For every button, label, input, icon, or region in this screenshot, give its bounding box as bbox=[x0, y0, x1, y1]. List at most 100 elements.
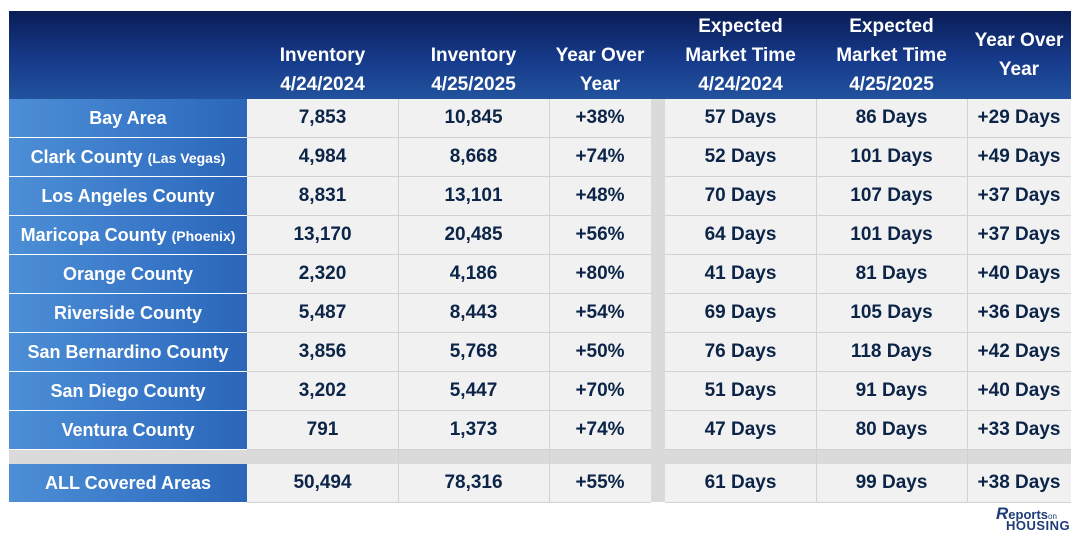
table-row: San Diego County 3,202 5,447 +70% 51 Days 91 … bbox=[9, 372, 1071, 411]
column-divider bbox=[816, 99, 817, 502]
header-market-time-yoy: Year Over Year bbox=[974, 30, 1064, 80]
cell-market-time-2025: 99 Days bbox=[816, 464, 967, 503]
header-inventory-2024: Inventory 4/24/2024 bbox=[279, 45, 366, 95]
cell-market-time-yoy: +49 Days bbox=[967, 138, 1071, 177]
table-row: Clark County (Las Vegas) 4,984 8,668 +74% 52… bbox=[9, 138, 1071, 177]
area-name-text: Los Angeles County bbox=[41, 186, 215, 206]
cell-market-time-yoy: +37 Days bbox=[967, 216, 1071, 255]
area-name-text: Ventura County bbox=[61, 420, 195, 440]
area-name: ALL Covered Areas bbox=[9, 464, 247, 503]
cell-inventory-yoy: +74% bbox=[549, 411, 651, 450]
group-separator bbox=[651, 99, 665, 502]
cell-inventory-2024: 4,984 bbox=[247, 138, 398, 177]
cell-inventory-2024: 7,853 bbox=[247, 99, 398, 138]
cell-inventory-yoy: +74% bbox=[549, 138, 651, 177]
column-divider bbox=[967, 99, 968, 502]
area-name-text: San Bernardino County bbox=[27, 342, 229, 362]
cell-inventory-2025: 20,485 bbox=[398, 216, 549, 255]
cell-market-time-2024: 64 Days bbox=[665, 216, 816, 255]
cell-inventory-2024: 5,487 bbox=[247, 294, 398, 333]
column-divider bbox=[549, 99, 550, 502]
table-row: Orange County 2,320 4,186 +80% 41 Days 81 Day… bbox=[9, 255, 1071, 294]
area-name: Maricopa County (Phoenix) bbox=[9, 216, 247, 255]
header-market-time-2025: Expected Market Time 4/25/2025 bbox=[836, 16, 947, 95]
cell-inventory-2025: 10,845 bbox=[398, 99, 549, 138]
cell-market-time-2024: 61 Days bbox=[665, 464, 816, 503]
area-name: Bay Area bbox=[9, 99, 247, 138]
cell-market-time-2024: 51 Days bbox=[665, 372, 816, 411]
cell-inventory-2024: 13,170 bbox=[247, 216, 398, 255]
area-name-text: Maricopa County bbox=[20, 225, 172, 245]
logo-on: on bbox=[1048, 512, 1057, 521]
column-divider bbox=[398, 99, 399, 502]
logo-line-2: HOUSING bbox=[1006, 518, 1071, 533]
cell-market-time-yoy: +29 Days bbox=[967, 99, 1071, 138]
area-name: San Bernardino County bbox=[9, 333, 247, 372]
area-name: San Diego County bbox=[9, 372, 247, 411]
cell-market-time-yoy: +37 Days bbox=[967, 177, 1071, 216]
cell-inventory-2024: 2,320 bbox=[247, 255, 398, 294]
cell-inventory-2025: 4,186 bbox=[398, 255, 549, 294]
cell-market-time-yoy: +33 Days bbox=[967, 411, 1071, 450]
area-name-sub: (Las Vegas) bbox=[147, 150, 226, 166]
cell-inventory-yoy: +54% bbox=[549, 294, 651, 333]
cell-inventory-2025: 8,443 bbox=[398, 294, 549, 333]
area-name: Los Angeles County bbox=[9, 177, 247, 216]
cell-market-time-2024: 52 Days bbox=[665, 138, 816, 177]
cell-market-time-2024: 41 Days bbox=[665, 255, 816, 294]
cell-inventory-yoy: +48% bbox=[549, 177, 651, 216]
cell-market-time-2025: 105 Days bbox=[816, 294, 967, 333]
cell-market-time-2024: 70 Days bbox=[665, 177, 816, 216]
cell-inventory-2024: 8,831 bbox=[247, 177, 398, 216]
header-inventory-yoy: Year Over Year bbox=[555, 45, 645, 95]
area-name: Ventura County bbox=[9, 411, 247, 450]
cell-market-time-2025: 118 Days bbox=[816, 333, 967, 372]
cell-inventory-2025: 78,316 bbox=[398, 464, 549, 503]
cell-inventory-2024: 3,202 bbox=[247, 372, 398, 411]
cell-inventory-yoy: +56% bbox=[549, 216, 651, 255]
cell-inventory-2024: 50,494 bbox=[247, 464, 398, 503]
area-name-text: San Diego County bbox=[50, 381, 206, 401]
area-name: Riverside County bbox=[9, 294, 247, 333]
area-name: Orange County bbox=[9, 255, 247, 294]
cell-market-time-2025: 101 Days bbox=[816, 216, 967, 255]
cell-inventory-yoy: +55% bbox=[549, 464, 651, 503]
table-row: Riverside County 5,487 8,443 +54% 69 Days 105… bbox=[9, 294, 1071, 333]
table-row: Bay Area 7,853 10,845 +38% 57 Days 86 Days +29… bbox=[9, 99, 1071, 138]
cell-market-time-2024: 47 Days bbox=[665, 411, 816, 450]
cell-inventory-yoy: +70% bbox=[549, 372, 651, 411]
table-row: San Bernardino County 3,856 5,768 +50% 76 Da… bbox=[9, 333, 1071, 372]
total-row: ALL Covered Areas 50,494 78,316 +55% 61 Days… bbox=[9, 464, 1071, 503]
cell-market-time-2024: 69 Days bbox=[665, 294, 816, 333]
cell-market-time-yoy: +40 Days bbox=[967, 372, 1071, 411]
cell-market-time-yoy: +42 Days bbox=[967, 333, 1071, 372]
cell-market-time-2025: 101 Days bbox=[816, 138, 967, 177]
area-name-text: ALL Covered Areas bbox=[44, 473, 212, 493]
area-name-sub: (Phoenix) bbox=[171, 228, 236, 244]
cell-inventory-2024: 791 bbox=[247, 411, 398, 450]
header-inventory-2025: Inventory 4/25/2025 bbox=[430, 45, 517, 95]
area-name-text: Bay Area bbox=[89, 108, 167, 128]
cell-market-time-yoy: +38 Days bbox=[967, 464, 1071, 503]
table-row: Los Angeles County 8,831 13,101 +48% 70 Days… bbox=[9, 177, 1071, 216]
cell-inventory-yoy: +50% bbox=[549, 333, 651, 372]
logo-line-1: Reportson bbox=[996, 504, 1057, 524]
cell-inventory-2025: 5,447 bbox=[398, 372, 549, 411]
logo-r: R bbox=[996, 504, 1009, 523]
cell-market-time-2025: 86 Days bbox=[816, 99, 967, 138]
logo-eports: eports bbox=[1008, 507, 1049, 522]
cell-market-time-yoy: +36 Days bbox=[967, 294, 1071, 333]
header-market-time-2024: Expected Market Time 4/24/2024 bbox=[685, 16, 796, 95]
cell-inventory-2024: 3,856 bbox=[247, 333, 398, 372]
cell-inventory-yoy: +38% bbox=[549, 99, 651, 138]
cell-market-time-2025: 81 Days bbox=[816, 255, 967, 294]
cell-market-time-2024: 57 Days bbox=[665, 99, 816, 138]
area-name-text: Orange County bbox=[62, 264, 193, 284]
cell-market-time-2024: 76 Days bbox=[665, 333, 816, 372]
area-name: Clark County (Las Vegas) bbox=[9, 138, 247, 177]
table-header: Inventory 4/24/2024 Inventory 4/25/2025 … bbox=[9, 11, 1071, 99]
cell-inventory-2025: 13,101 bbox=[398, 177, 549, 216]
cell-market-time-2025: 107 Days bbox=[816, 177, 967, 216]
cell-market-time-2025: 91 Days bbox=[816, 372, 967, 411]
area-name-text: Riverside County bbox=[53, 303, 203, 323]
